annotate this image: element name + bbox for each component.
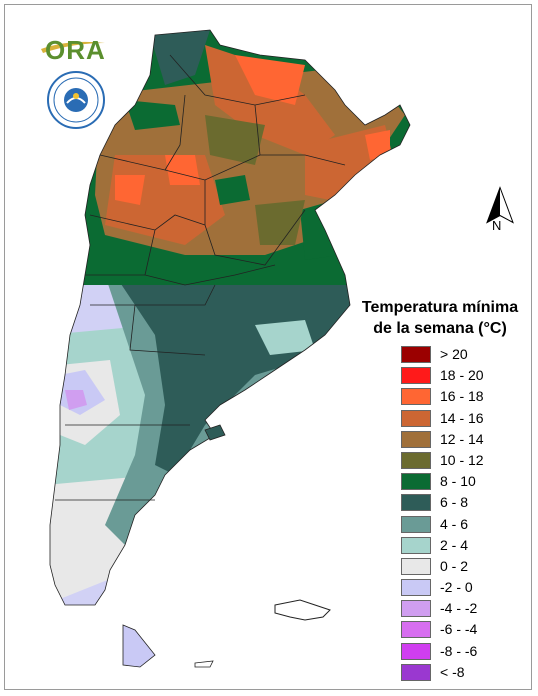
isla-de-los-estados bbox=[194, 660, 214, 668]
legend-label: 0 - 2 bbox=[440, 557, 469, 574]
legend-swatch bbox=[401, 557, 431, 575]
legend-row: -2 - 0 bbox=[401, 577, 538, 598]
legend-row: 16 - 18 bbox=[401, 386, 538, 407]
legend-swatch bbox=[401, 536, 431, 554]
legend-swatch bbox=[401, 515, 431, 533]
legend-label: 14 - 16 bbox=[440, 409, 484, 426]
legend-swatch bbox=[401, 621, 431, 639]
peninsula-valdes bbox=[204, 424, 226, 441]
legend-row: 4 - 6 bbox=[401, 514, 538, 535]
legend-label: 6 - 8 bbox=[440, 494, 469, 511]
ora-logo-text: ORA bbox=[45, 35, 106, 65]
legend-swatch bbox=[401, 579, 431, 597]
tierra-del-fuego bbox=[122, 624, 156, 668]
legend-label: -6 - -4 bbox=[440, 621, 478, 638]
legend-title-line1: Temperatura mínima bbox=[361, 299, 519, 316]
legend-label: 10 - 12 bbox=[440, 451, 484, 468]
ora-logo-swoosh bbox=[41, 41, 105, 53]
legend-row: 8 - 10 bbox=[401, 471, 538, 492]
legend-swatch bbox=[401, 663, 431, 681]
legend-label: 2 - 4 bbox=[440, 536, 469, 553]
legend: > 20 18 - 20 16 - 18 14 - 16 12 - 14 10 - 12 8… bbox=[401, 344, 538, 683]
government-seal-icon bbox=[47, 71, 105, 129]
legend-row: 0 - 2 bbox=[401, 556, 538, 577]
legend-swatch bbox=[401, 388, 431, 406]
legend-label: 4 - 6 bbox=[440, 515, 469, 532]
legend-row: -4 - -2 bbox=[401, 598, 538, 619]
legend-swatch bbox=[401, 473, 431, 491]
legend-title: Temperatura mínima de la semana (°C) bbox=[345, 297, 535, 339]
legend-label: -4 - -2 bbox=[440, 600, 478, 617]
legend-row: 6 - 8 bbox=[401, 492, 538, 513]
legend-swatch bbox=[401, 346, 431, 363]
north-arrow-icon bbox=[486, 186, 514, 224]
legend-row: 10 - 12 bbox=[401, 450, 538, 471]
legend-swatch bbox=[401, 600, 431, 618]
legend-label: 12 - 14 bbox=[440, 430, 484, 447]
legend-row: 12 - 14 bbox=[401, 429, 538, 450]
legend-label: -2 - 0 bbox=[440, 579, 473, 596]
legend-swatch bbox=[401, 642, 431, 660]
legend-row: -6 - -4 bbox=[401, 619, 538, 640]
legend-row: > 20 bbox=[401, 344, 538, 365]
legend-title-line2: de la semana (°C) bbox=[373, 320, 507, 337]
legend-label: 8 - 10 bbox=[440, 473, 476, 490]
legend-row: -8 - -6 bbox=[401, 641, 538, 662]
legend-label: -8 - -6 bbox=[440, 642, 478, 659]
north-label: N bbox=[492, 218, 502, 233]
islas-malvinas bbox=[274, 599, 331, 621]
map-frame: ORA N Temperatura mínima de la semana (°… bbox=[4, 4, 532, 690]
argentina-temperature-map bbox=[49, 29, 411, 668]
legend-label: > 20 bbox=[440, 346, 468, 362]
legend-label: 18 - 20 bbox=[440, 367, 484, 384]
legend-swatch bbox=[401, 430, 431, 448]
legend-row: 14 - 16 bbox=[401, 408, 538, 429]
legend-swatch bbox=[401, 409, 431, 427]
legend-row: 18 - 20 bbox=[401, 365, 538, 386]
legend-row: < -8 bbox=[401, 662, 538, 683]
legend-label: < -8 bbox=[440, 663, 465, 680]
legend-swatch bbox=[401, 451, 431, 469]
province-borders bbox=[49, 29, 411, 606]
legend-label: 16 - 18 bbox=[440, 388, 484, 405]
legend-swatch bbox=[401, 367, 431, 385]
legend-swatch bbox=[401, 494, 431, 512]
legend-row: 2 - 4 bbox=[401, 535, 538, 556]
